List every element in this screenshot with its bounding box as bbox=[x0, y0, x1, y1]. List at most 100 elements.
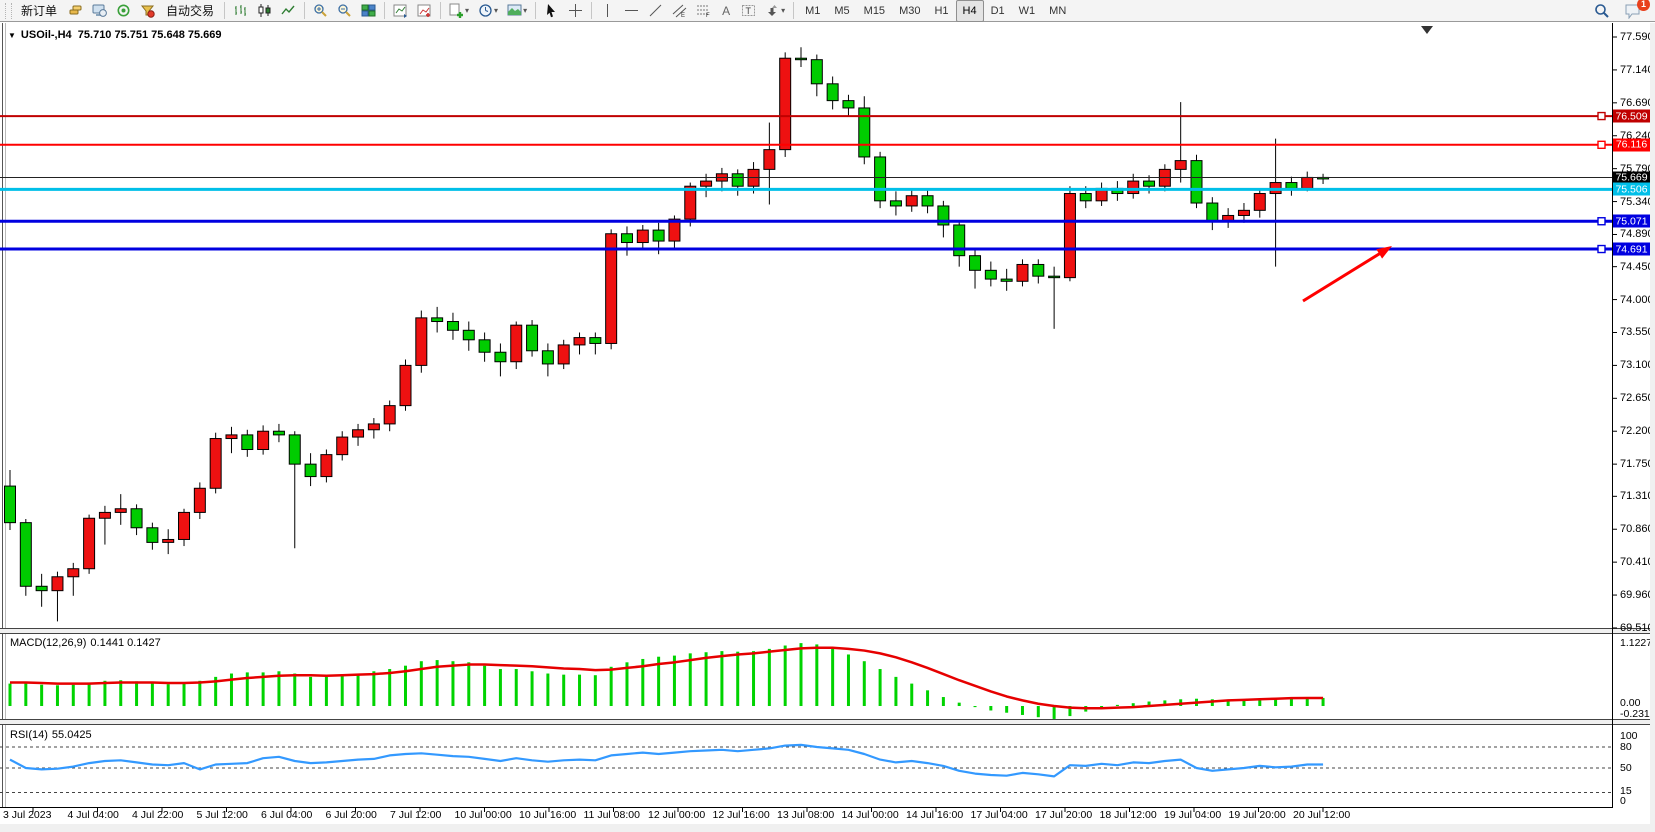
chat-notification-badge: 1 bbox=[1637, 0, 1650, 11]
zoom-in-icon[interactable] bbox=[309, 1, 332, 21]
candle-down bbox=[541, 350, 554, 365]
price-axis-tick-label: 77.140 bbox=[1620, 63, 1654, 76]
time-axis-label: 13 Jul 08:00 bbox=[777, 809, 835, 821]
candle-up bbox=[684, 185, 697, 220]
tile-windows-icon[interactable] bbox=[357, 1, 380, 21]
candle-up bbox=[415, 317, 428, 366]
candle-down bbox=[937, 205, 950, 226]
candle-up bbox=[114, 508, 127, 513]
price-axis-tick-label: 69.960 bbox=[1620, 589, 1654, 602]
timeframe-m15[interactable]: M15 bbox=[863, 4, 886, 17]
broadcast-icon[interactable] bbox=[112, 1, 135, 21]
indicator-list-icon[interactable] bbox=[389, 1, 412, 21]
candle-up bbox=[98, 511, 111, 519]
candle-down bbox=[589, 337, 602, 344]
candle-down bbox=[842, 100, 855, 109]
candle-up bbox=[668, 218, 681, 242]
candle-down bbox=[526, 324, 539, 352]
candle-up bbox=[605, 233, 618, 344]
candle-up bbox=[320, 454, 333, 478]
arrows-icon[interactable]: ▾ bbox=[761, 1, 789, 21]
period-clock-button[interactable]: ▾ bbox=[474, 1, 502, 21]
search-icon[interactable] bbox=[1590, 1, 1614, 21]
linechart-icon[interactable] bbox=[277, 1, 300, 21]
one-click-trading-toggle-icon[interactable]: ▼ bbox=[8, 31, 16, 40]
candle-down bbox=[921, 195, 934, 207]
candle-up bbox=[905, 195, 918, 207]
timeframe-m5[interactable]: M5 bbox=[834, 4, 850, 17]
barchart-icon[interactable] bbox=[229, 1, 252, 21]
candle-up bbox=[779, 57, 792, 151]
candle-down bbox=[4, 485, 16, 524]
indicator-axis-label: 100 bbox=[1620, 730, 1638, 742]
timeframe-mn[interactable]: MN bbox=[1049, 4, 1067, 17]
snapshot-button[interactable]: ▾ bbox=[503, 1, 531, 21]
candle-down bbox=[1000, 278, 1013, 282]
candle-up bbox=[1253, 193, 1266, 211]
candle-up bbox=[367, 423, 380, 431]
candle-down bbox=[494, 351, 507, 363]
vertical-line-icon[interactable] bbox=[596, 1, 619, 21]
price-axis-tick-label: 73.100 bbox=[1620, 359, 1654, 372]
timeframe-h1[interactable]: H1 bbox=[934, 4, 949, 17]
time-axis-label: 19 Jul 20:00 bbox=[1228, 809, 1286, 821]
time-axis-label: 7 Jul 12:00 bbox=[390, 809, 442, 821]
time-axis-label: 4 Jul 22:00 bbox=[132, 809, 184, 821]
trendline-icon[interactable] bbox=[644, 1, 667, 21]
rsi-indicator-label: RSI(14) 55.0425 bbox=[10, 729, 92, 741]
new-chart-button[interactable]: ▾ bbox=[445, 1, 473, 21]
fibonacci-icon[interactable]: F bbox=[692, 1, 715, 21]
candle-down bbox=[478, 339, 491, 353]
timeframe-d1[interactable]: D1 bbox=[990, 4, 1005, 17]
hline-handle bbox=[1597, 244, 1606, 254]
autotrade-button[interactable]: 自动交易 bbox=[166, 4, 215, 18]
timeframe-m30[interactable]: M30 bbox=[899, 4, 921, 17]
autotrade-icon[interactable] bbox=[136, 1, 159, 21]
price-axis-tick-label: 69.510 bbox=[1620, 621, 1654, 634]
candle-down bbox=[1048, 275, 1061, 279]
timeframe-h4[interactable]: H4 bbox=[955, 0, 984, 22]
price-line-tag: 75.669 bbox=[1613, 171, 1650, 184]
price-chart-canvas[interactable] bbox=[0, 23, 1655, 832]
indicator-axis-label: 80 bbox=[1620, 741, 1632, 753]
chart-area[interactable]: ▼ USOil-,H4 75.710 75.751 75.648 75.669 M… bbox=[0, 23, 1655, 832]
toolbar: 新订单 自动交易 bbox=[0, 0, 1655, 22]
annotation-arrowhead bbox=[1376, 246, 1392, 259]
horizontal-line-icon[interactable] bbox=[620, 1, 643, 21]
channel-icon[interactable]: E bbox=[668, 1, 691, 21]
timeframe-m1[interactable]: M1 bbox=[805, 4, 821, 17]
crosshair-icon[interactable] bbox=[564, 1, 587, 21]
candle-down bbox=[1206, 202, 1219, 222]
chat-icon[interactable]: 1 bbox=[1620, 0, 1650, 21]
candle-down bbox=[810, 59, 823, 85]
gold-icon[interactable] bbox=[64, 1, 87, 21]
new-order-button[interactable]: 新订单 bbox=[21, 4, 58, 18]
cursor-icon[interactable] bbox=[540, 1, 563, 21]
price-axis-tick-label: 77.590 bbox=[1620, 31, 1654, 43]
zoom-out-icon[interactable] bbox=[333, 1, 356, 21]
candle-down bbox=[1079, 193, 1092, 202]
indicator-axis-label: -0.2312 bbox=[1620, 708, 1655, 720]
chevron-down-icon: ▾ bbox=[781, 6, 786, 15]
time-axis-label: 10 Jul 00:00 bbox=[454, 809, 512, 821]
chart-title: ▼ USOil-,H4 75.710 75.751 75.648 75.669 bbox=[8, 29, 222, 41]
candle-down bbox=[1285, 182, 1298, 189]
indicator-axis-label: 0.00 bbox=[1620, 697, 1641, 709]
candle-down bbox=[304, 463, 317, 478]
candle-up bbox=[700, 180, 713, 187]
timeframe-w1[interactable]: W1 bbox=[1018, 4, 1036, 17]
toolbar-grip[interactable] bbox=[5, 2, 12, 19]
candlechart-icon[interactable] bbox=[253, 1, 276, 21]
timeframe-group: M1 M5 M15 M30 H1 H4 D1 W1 MN bbox=[798, 0, 1073, 22]
text-icon[interactable]: A bbox=[722, 3, 731, 18]
candle-up bbox=[257, 430, 270, 451]
label-icon[interactable]: T bbox=[737, 1, 760, 21]
candle-down bbox=[652, 229, 665, 242]
candle-up bbox=[67, 568, 80, 578]
terminal-icon[interactable] bbox=[88, 1, 111, 21]
candle-down bbox=[620, 233, 633, 244]
indicator-add-icon[interactable] bbox=[413, 1, 436, 21]
toolbar-separator bbox=[384, 2, 386, 19]
svg-text:F: F bbox=[706, 13, 710, 18]
